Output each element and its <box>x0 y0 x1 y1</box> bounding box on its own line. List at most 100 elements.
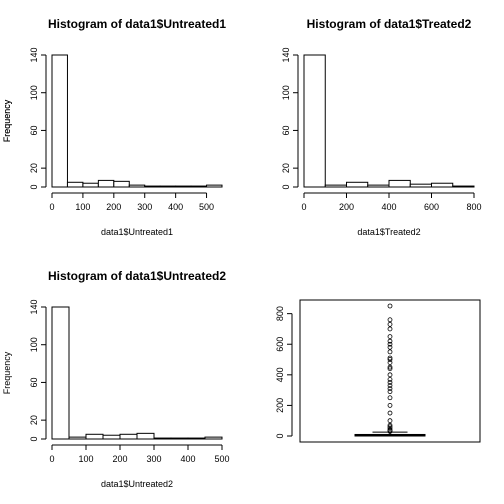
x-axis-label: data1$Untreated2 <box>101 479 173 489</box>
outlier-point <box>387 357 393 362</box>
outlier-point <box>387 338 393 344</box>
histogram-bar <box>452 185 475 188</box>
outlier-point <box>387 377 393 382</box>
x-tick-label: 0 <box>49 454 54 464</box>
chart-title: Histogram of data1$Treated2 <box>307 17 472 31</box>
outlier-point <box>387 360 393 365</box>
y-tick-label: 800 <box>275 306 285 321</box>
outlier-point <box>387 326 393 332</box>
y-tick-label: 60 <box>29 125 39 135</box>
outlier-point <box>387 355 393 361</box>
x-tick-label: 200 <box>106 202 121 212</box>
histogram-bar <box>51 54 68 188</box>
chart-title: Histogram of data1$Untreated1 <box>48 17 226 31</box>
outlier-point <box>387 344 393 350</box>
x-tick-label: 400 <box>180 454 195 464</box>
y-tick-label: 0 <box>29 436 39 441</box>
x-tick-label: 300 <box>137 202 152 212</box>
y-tick-label: 100 <box>281 85 291 100</box>
histogram-bar <box>153 437 172 440</box>
y-axis-label: Frequency <box>2 99 12 142</box>
outlier-point <box>387 341 393 347</box>
chart-panel-1: Histogram of data1$Untreated1 0 100 200 300 4… <box>2 17 226 237</box>
y-tick-label: 20 <box>29 163 39 173</box>
histogram-bar <box>144 185 161 188</box>
outlier-point <box>387 425 393 431</box>
plot-frame <box>299 299 481 443</box>
outlier-point <box>387 383 393 388</box>
histogram-bar <box>346 181 369 188</box>
outlier-point <box>387 364 393 370</box>
histogram-bar <box>367 184 390 188</box>
x-tick-label: 100 <box>75 202 90 212</box>
outlier-point <box>387 317 393 323</box>
x-tick-label: 400 <box>168 202 183 212</box>
y-tick-label: 600 <box>275 337 285 352</box>
y-tick-label: 200 <box>275 398 285 413</box>
histogram-bar <box>409 183 432 188</box>
y-tick-label: 400 <box>275 367 285 382</box>
outlier-point <box>387 349 393 355</box>
outlier-point <box>387 389 393 395</box>
y-tick-label: 0 <box>275 433 285 438</box>
histogram-bar <box>187 437 206 440</box>
y-tick-label: 0 <box>29 184 39 189</box>
histogram-bar <box>324 184 347 188</box>
histogram-bar <box>102 434 121 440</box>
x-axis-label: data1$Treated2 <box>357 227 420 237</box>
y-axis-label: Frequency <box>2 351 12 394</box>
x-tick-label: 300 <box>146 454 161 464</box>
y-tick-label: 100 <box>29 85 39 100</box>
histogram-bar <box>82 182 99 188</box>
histogram-bar <box>85 433 104 440</box>
outlier-point <box>387 395 393 401</box>
outlier-point <box>387 424 393 430</box>
outlier-point <box>387 403 393 408</box>
outlier-point <box>387 321 393 327</box>
histogram-bar <box>303 54 326 188</box>
outlier-point <box>387 427 393 433</box>
y-tick-label: 140 <box>29 299 39 314</box>
y-tick-label: 20 <box>281 163 291 173</box>
histogram-bar <box>175 185 192 188</box>
x-tick-label: 100 <box>78 454 93 464</box>
histogram-bar <box>51 306 70 440</box>
x-tick-label: 200 <box>339 202 354 212</box>
histogram-bar <box>128 184 146 188</box>
x-tick-label: 500 <box>199 202 214 212</box>
histogram-bar <box>388 179 411 188</box>
outlier-point <box>387 418 393 424</box>
y-tick-label: 60 <box>29 377 39 387</box>
x-tick-label: 600 <box>424 202 439 212</box>
histogram-bar <box>204 436 223 440</box>
histogram-bar <box>206 184 223 188</box>
outlier-point <box>387 410 393 416</box>
histogram-bar <box>136 432 155 440</box>
outlier-point <box>387 380 393 385</box>
y-tick-label: 140 <box>281 47 291 62</box>
y-tick-label: 140 <box>29 47 39 62</box>
histogram-bar <box>170 437 189 440</box>
chart-title: Histogram of data1$Untreated2 <box>48 269 226 283</box>
x-tick-label: 200 <box>112 454 127 464</box>
outlier-point <box>387 372 393 378</box>
chart-panel-4: 0 200 400 600 800 <box>275 299 481 443</box>
outlier-point <box>387 386 393 391</box>
histogram-bar <box>431 182 454 188</box>
outlier-point <box>387 422 393 428</box>
histogram-bar <box>159 185 177 188</box>
x-tick-label: 500 <box>214 454 229 464</box>
histogram-bar <box>113 180 130 188</box>
x-axis-label: data1$Untreated1 <box>101 227 173 237</box>
histogram-bar <box>66 181 84 188</box>
outlier-point <box>387 366 393 372</box>
histogram-bar <box>97 179 115 188</box>
outlier-point <box>387 334 393 339</box>
y-tick-label: 20 <box>29 415 39 425</box>
histogram-bar <box>190 185 208 188</box>
x-tick-label: 400 <box>381 202 396 212</box>
histogram-bar <box>68 436 87 440</box>
